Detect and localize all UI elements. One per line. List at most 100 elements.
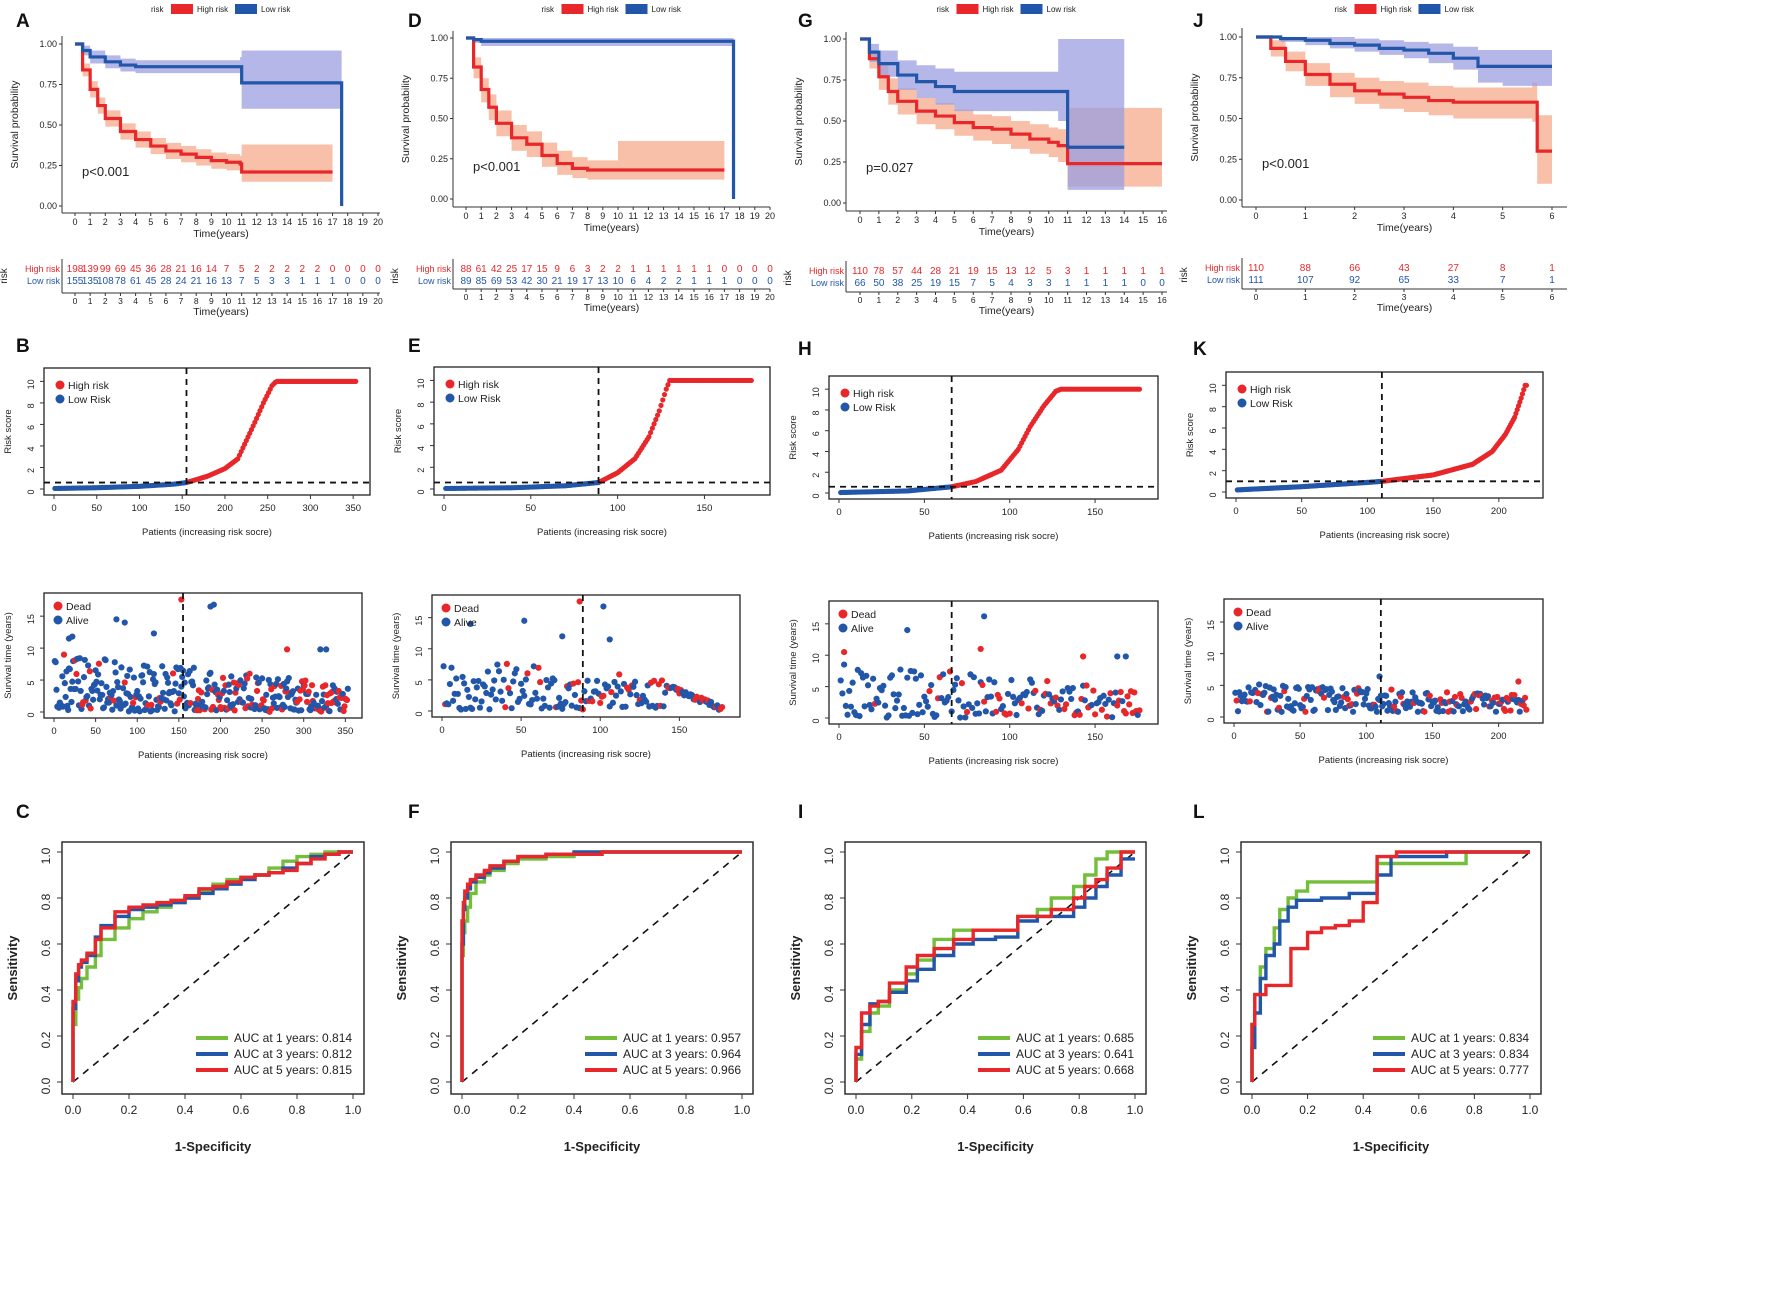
- roc-x-tick-label: 0.2: [1299, 1103, 1316, 1117]
- risk-x-tick-label: 3: [1402, 292, 1407, 302]
- status-point-alive: [210, 601, 217, 608]
- status-point-alive: [555, 694, 563, 701]
- status-point-dead: [1388, 686, 1395, 693]
- status-point-alive: [175, 690, 182, 697]
- risk-x-tick-label: 4: [133, 296, 138, 306]
- score-point: [648, 429, 654, 436]
- roc-x-tick-label: 0.4: [566, 1103, 583, 1117]
- status-point-alive: [65, 706, 72, 714]
- status-point-dead: [254, 687, 261, 695]
- score-x-tick-label: 50: [919, 507, 930, 518]
- x-tick-label: 5: [148, 217, 153, 227]
- risk-x-tick-label: 13: [1101, 295, 1111, 305]
- risk-count-low: 0: [752, 276, 758, 287]
- status-point-alive: [112, 669, 119, 676]
- risk-count-low: 1: [1065, 278, 1071, 289]
- status-x-tick-label: 0: [836, 732, 841, 743]
- risk-count-high: 14: [206, 264, 218, 275]
- status-point-alive: [1023, 688, 1030, 696]
- risk-count-low: 85: [476, 276, 488, 287]
- score-y-tick-label: 8: [1208, 407, 1218, 412]
- risk-x-tick-label: 6: [971, 295, 976, 305]
- status-point-alive: [248, 695, 255, 703]
- risk-row-label-high: High risk: [416, 264, 452, 274]
- status-point-alive: [880, 682, 887, 689]
- risk-count-low: 1: [1084, 278, 1090, 289]
- score-point: [658, 402, 664, 408]
- y-axis-title: Survival probability: [9, 80, 21, 169]
- status-point-alive: [982, 708, 989, 715]
- status-point-alive: [124, 672, 131, 680]
- status-point-alive: [137, 695, 144, 702]
- status-point-alive: [881, 702, 889, 709]
- status-point-alive: [276, 693, 283, 701]
- status-point-dead: [977, 645, 984, 653]
- status-point-dead: [148, 701, 155, 708]
- score-point: [257, 408, 263, 414]
- status-point-dead: [1494, 693, 1501, 701]
- status-point-alive: [204, 691, 211, 698]
- status-x-axis-title: Patients (increasing risk socre): [1319, 755, 1449, 766]
- legend-label-dead: Dead: [454, 603, 479, 615]
- status-point-dead: [1025, 705, 1032, 712]
- status-point-dead: [841, 648, 848, 656]
- status-point-alive: [448, 664, 455, 671]
- legend-label-low: Low Risk: [68, 394, 111, 406]
- status-point-alive: [938, 695, 945, 702]
- status-x-tick-label: 50: [90, 726, 101, 737]
- score-x-tick-label: 0: [836, 507, 841, 518]
- score-point: [653, 416, 659, 423]
- risk-count-low: 111: [1248, 275, 1264, 286]
- panel-label: J: [1193, 11, 1204, 32]
- legend-swatch-high: [171, 4, 193, 14]
- x-axis-title: Time(years): [979, 226, 1035, 238]
- legend-label-high: High risk: [68, 380, 110, 392]
- risk-count-high: 88: [1300, 263, 1312, 274]
- status-point-dead: [60, 651, 68, 658]
- legend-title: risk: [542, 5, 555, 14]
- legend-dot-high: [840, 388, 850, 398]
- status-point-alive: [1339, 685, 1346, 692]
- status-point-alive: [495, 668, 503, 675]
- roc-legend-label: AUC at 1 years: 0.685: [1016, 1031, 1134, 1045]
- x-tick-label: 8: [1008, 215, 1013, 225]
- roc-y-tick-label: 0.6: [39, 939, 53, 956]
- risk-count-high: 61: [476, 264, 488, 275]
- roc-frame: [1240, 841, 1542, 1095]
- risk-count-low: 21: [191, 276, 203, 287]
- risk-count-low: 3: [284, 276, 290, 287]
- risk-axis-title: risk: [0, 267, 10, 284]
- roc-diagonal: [855, 851, 1136, 1083]
- legend-dot-high: [445, 379, 455, 389]
- x-tick-label: 11: [629, 211, 638, 221]
- status-point-alive: [847, 703, 855, 710]
- status-point-alive: [600, 603, 607, 610]
- y-tick-label: 0.75: [823, 75, 841, 85]
- risk-x-tick-label: 9: [209, 296, 214, 306]
- status-point-alive: [1373, 708, 1380, 715]
- status-point-alive: [1295, 685, 1302, 692]
- status-point-alive: [1257, 701, 1264, 709]
- risk-x-tick-label: 4: [524, 292, 529, 302]
- x-tick-label: 14: [282, 217, 292, 227]
- roc-y-axis-title: Sensitivity: [394, 935, 409, 1001]
- status-point-alive: [127, 693, 134, 701]
- risk-count-low: 1: [315, 276, 321, 287]
- km-curve-low: [75, 42, 344, 206]
- risk-count-high: 2: [284, 264, 290, 275]
- status-point-alive: [446, 680, 454, 688]
- status-point-alive: [1004, 690, 1012, 698]
- status-point-alive: [334, 700, 341, 707]
- status-point-alive: [122, 700, 129, 707]
- status-point-alive: [909, 709, 916, 717]
- x-tick-label: 19: [358, 217, 368, 227]
- status-point-dead: [1458, 694, 1465, 701]
- risk-x-tick-label: 5: [148, 296, 153, 306]
- x-axis-title: Time(years): [584, 222, 640, 234]
- status-point-alive: [52, 659, 59, 666]
- legend-title: risk: [1335, 5, 1348, 14]
- risk-x-axis-title: Time(years): [584, 302, 640, 314]
- roc-x-tick-label: 1.0: [1522, 1103, 1539, 1117]
